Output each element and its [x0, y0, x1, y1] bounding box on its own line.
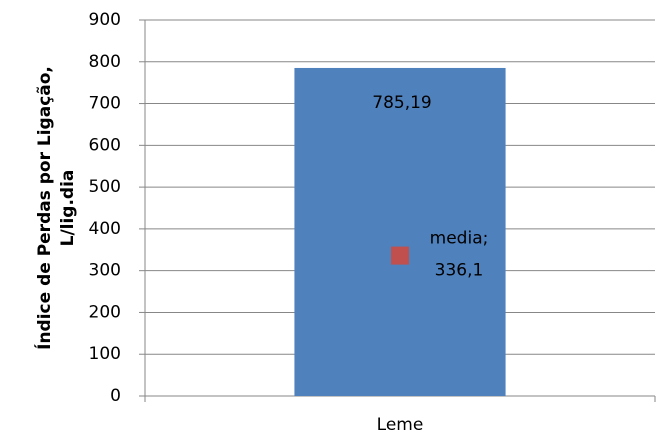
y-tick-label: 300	[89, 261, 121, 281]
y-tick-label: 400	[89, 219, 121, 239]
marker-label: media; 336,1	[430, 229, 489, 281]
y-tick-label: 800	[89, 52, 121, 72]
y-tick-label: 600	[89, 135, 121, 155]
y-axis-label: Índice de Perdas por Ligação,	[33, 66, 55, 350]
data-label: 785,19	[372, 93, 431, 113]
y-tick-label: 0	[110, 386, 121, 406]
y-tick-label: 900	[89, 10, 121, 30]
y-axis-label: L/lig.dia	[58, 170, 78, 247]
marker	[391, 246, 409, 265]
y-tick-label: 100	[89, 344, 121, 364]
y-tick-label: 700	[89, 94, 121, 114]
y-tick-label: 500	[89, 177, 121, 197]
y-tick-label: 200	[89, 302, 121, 322]
x-tick-label: Leme	[377, 415, 424, 435]
bar	[294, 67, 506, 397]
